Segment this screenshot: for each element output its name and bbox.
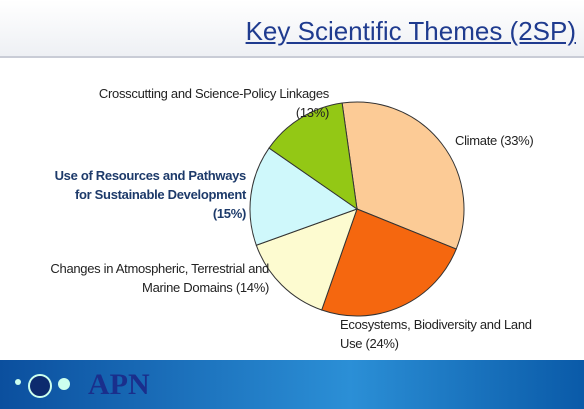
pie-slice: [249, 147, 359, 246]
header: Key Scientific Themes (2SP): [0, 0, 584, 58]
value-label: (33%): [500, 133, 534, 148]
slice-label: Use of Resources and Pathways for Sustai…: [50, 166, 247, 223]
category-name: Changes in Atmospheric, Terrestrial and …: [50, 261, 269, 295]
slice-label: Crosscutting and Science-Policy Linkages…: [80, 84, 329, 122]
logo-text: APN: [88, 368, 150, 401]
value-label: (15%): [212, 206, 246, 221]
value-label: (14%): [235, 280, 269, 295]
slice-label: Changes in Atmospheric, Terrestrial and …: [15, 259, 269, 297]
category-name: Climate: [455, 133, 497, 148]
pie-slice: [321, 208, 457, 317]
value-label: (13%): [295, 105, 329, 120]
category-name: Use of Resources and Pathways for Sustai…: [54, 168, 247, 202]
logo-icon: [15, 374, 70, 398]
pie-slice: [255, 208, 358, 311]
slide-title: Key Scientific Themes (2SP): [245, 16, 576, 46]
category-name: Ecosystems, Biodiversity and Land Use: [340, 317, 532, 351]
pie-slice: [268, 102, 358, 211]
slice-label: Climate (33%): [455, 131, 565, 150]
category-name: Crosscutting and Science-Policy Linkages: [98, 86, 329, 101]
footer: APN: [0, 360, 584, 409]
value-label: (24%): [365, 336, 399, 351]
slice-label: Ecosystems, Biodiversity and Land Use (2…: [340, 315, 550, 353]
pie-slice: [341, 101, 465, 250]
